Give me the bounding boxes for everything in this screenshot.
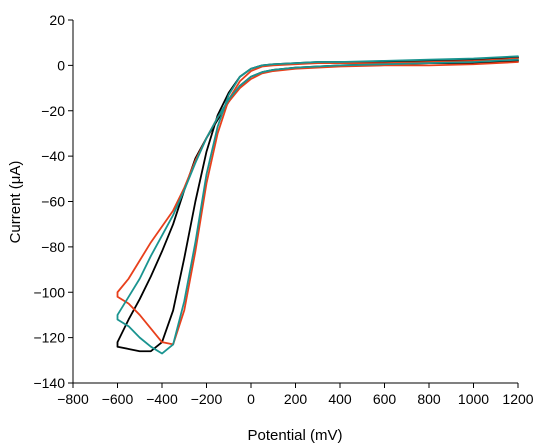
axes: −800 −600 −400 −200 0 200 400 600 800 1000 1200−14… — [33, 12, 533, 407]
y-tick-label: −80 — [41, 239, 65, 255]
x-tick-label: 0 — [247, 391, 255, 407]
series-line-3 — [116, 55, 519, 355]
y-tick-label: −140 — [33, 375, 65, 391]
x-tick-label: 400 — [328, 391, 352, 407]
x-tick-label: 200 — [284, 391, 308, 407]
x-tick-label: −200 — [191, 391, 223, 407]
x-axis-title: Potential (mV) — [247, 427, 342, 444]
plot-lines — [116, 55, 519, 355]
y-tick-label: −100 — [33, 284, 65, 300]
y-tick-label: −20 — [41, 103, 65, 119]
y-tick-label: −120 — [33, 330, 65, 346]
x-tick-label: 1000 — [458, 391, 489, 407]
x-tick-label: 1200 — [502, 391, 533, 407]
y-tick-label: 20 — [49, 12, 65, 28]
y-tick-label: 0 — [57, 57, 65, 73]
x-tick-label: −600 — [102, 391, 134, 407]
x-tick-label: 800 — [417, 391, 441, 407]
x-tick-label: 600 — [373, 391, 397, 407]
y-tick-label: −40 — [41, 148, 65, 164]
series-line-2 — [116, 57, 519, 346]
y-axis-title: Current (μA) — [7, 161, 24, 244]
y-tick-label: −60 — [41, 194, 65, 210]
x-tick-label: −800 — [57, 391, 89, 407]
x-tick-label: −400 — [146, 391, 178, 407]
